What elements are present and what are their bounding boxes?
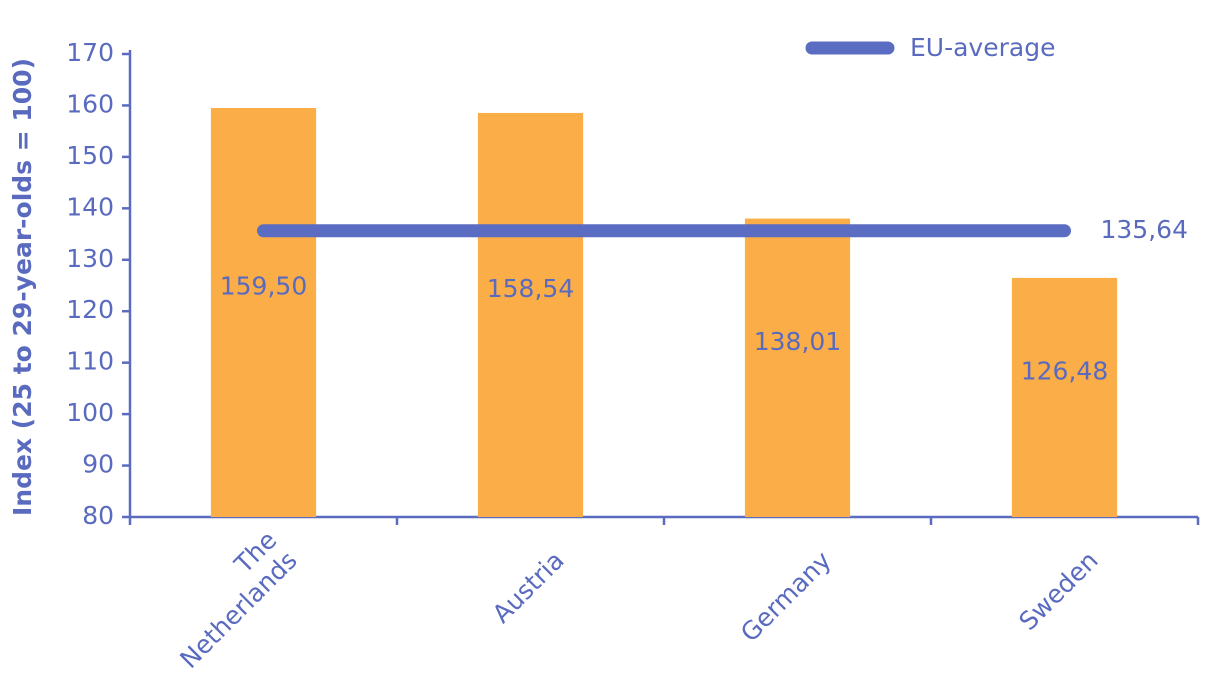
x-tick-label: Sweden	[1013, 546, 1103, 636]
y-tick-label: 170	[66, 38, 114, 67]
bar	[1011, 277, 1118, 517]
y-tick-label: 90	[82, 450, 114, 479]
bar	[210, 108, 317, 518]
value-label: 126,48	[1021, 356, 1108, 385]
bar	[744, 218, 851, 517]
y-tick-label: 110	[66, 347, 114, 376]
y-axis-label: Index (25 to 29-year-olds = 100)	[8, 58, 37, 516]
x-tick-label: Germany	[735, 546, 837, 648]
value-label: 138,01	[754, 327, 841, 356]
y-tick-label: 150	[66, 141, 114, 170]
y-tick-label: 120	[66, 295, 114, 324]
bar	[477, 112, 584, 518]
value-label: 159,50	[220, 272, 307, 301]
legend-label: EU-average	[910, 33, 1055, 62]
y-tick-label: 160	[66, 89, 114, 118]
y-tick-label: 80	[82, 501, 114, 530]
x-tick-label: TheNetherlands	[154, 525, 303, 674]
y-tick-label: 140	[66, 192, 114, 221]
x-tick-label: Austria	[487, 546, 570, 629]
y-tick-label: 100	[66, 398, 114, 427]
y-tick-label: 130	[66, 244, 114, 273]
value-label: 158,54	[487, 274, 574, 303]
average-label: 135,64	[1101, 215, 1188, 244]
